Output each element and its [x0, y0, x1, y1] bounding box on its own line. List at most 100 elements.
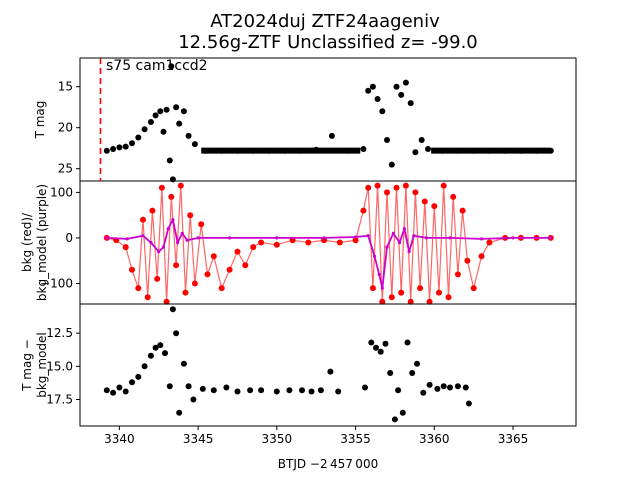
xtick-label: 3355 [340, 432, 371, 446]
middle-point [149, 240, 153, 245]
middle-point [129, 266, 135, 273]
bottom-point [440, 383, 447, 390]
bottom-point [335, 388, 342, 395]
middle-point [352, 237, 359, 244]
top-frame [79, 57, 577, 182]
middle-point [380, 286, 384, 290]
middle-point [135, 285, 142, 292]
middle-point [398, 240, 402, 245]
middle-point [379, 298, 386, 305]
bottom-point [420, 389, 427, 396]
bottom-point [180, 360, 187, 367]
middle-point [144, 294, 151, 301]
middle-point [478, 253, 485, 260]
bottom-point [110, 389, 117, 396]
bottom-point [141, 363, 148, 370]
middle-point [180, 231, 184, 235]
top-point [388, 161, 395, 168]
bottom-ytick-label: 15.0 [46, 359, 73, 373]
top-point [129, 140, 135, 147]
bottom-point [103, 387, 110, 394]
bottom-point [223, 384, 230, 391]
bottom-point [308, 388, 315, 395]
bottom-point [399, 409, 406, 416]
middle-point [470, 285, 477, 292]
panel-bottom: 12.5 15.0 17.5T mag −bkg_model [20, 303, 577, 427]
top-point [173, 104, 180, 111]
top-point [160, 128, 167, 135]
top-point [374, 96, 381, 102]
bottom-point [247, 387, 254, 394]
middle-point [440, 182, 447, 189]
middle-point [336, 239, 343, 246]
middle-point [549, 236, 553, 240]
top-point [393, 83, 400, 90]
middle-point [436, 289, 442, 296]
middle-point [412, 234, 416, 238]
bottom-point [373, 344, 379, 351]
top-point [157, 108, 164, 115]
top-ytick-label: 20 [58, 121, 73, 135]
bottom-point [286, 387, 293, 394]
middle-point [402, 227, 406, 231]
top-point [398, 91, 405, 98]
top-point [412, 149, 419, 156]
top-point [365, 87, 372, 94]
middle-ylabel: bkg (red)/bkg_model (purple) [20, 184, 49, 301]
middle-point [210, 253, 217, 260]
middle-point [122, 244, 129, 251]
bottom-point [404, 339, 411, 346]
middle-point [140, 216, 146, 223]
middle-point [173, 262, 180, 269]
middle-point [161, 245, 166, 249]
middle-point [445, 294, 452, 301]
middle-point [421, 198, 428, 205]
bottom-point [173, 330, 180, 337]
top-point [147, 119, 154, 125]
bottom-point [434, 385, 441, 392]
middle-point [369, 285, 376, 292]
middle-point [157, 250, 161, 254]
bottom-point [122, 388, 129, 395]
top-ytick-label: 15 [58, 80, 73, 94]
bottom-point [465, 400, 472, 407]
top-point [379, 108, 386, 115]
middle-point [374, 182, 381, 189]
bottom-point [135, 373, 142, 380]
middle-point [407, 298, 414, 305]
sector-annotation: s75 cam1ccd2 [106, 58, 208, 74]
middle-point [258, 239, 265, 246]
top-point [176, 120, 183, 127]
middle-point [479, 237, 484, 241]
middle-ytick-label: 0 [65, 231, 73, 245]
bottom-point [327, 368, 334, 375]
middle-point [511, 236, 515, 240]
bottom-point [210, 387, 217, 394]
middle-point [407, 250, 411, 254]
bottom-point [162, 350, 168, 357]
middle-point [168, 193, 175, 200]
middle-point [250, 244, 257, 251]
bottom-frame [79, 303, 577, 427]
middle-point [322, 236, 326, 240]
middle-point [372, 254, 377, 258]
top-point [116, 144, 123, 151]
middle-point [234, 248, 241, 255]
top-point [418, 137, 425, 143]
bottom-point [299, 387, 305, 394]
middle-point [424, 236, 428, 240]
middle-point [125, 237, 129, 241]
middle-series-0-line [106, 185, 551, 302]
bottom-point [362, 384, 368, 391]
middle-point [486, 239, 493, 246]
bottom-ylabel: T mag −bkg_model [20, 332, 49, 398]
x-axis: 3340 3345 3350 3355 3360 3365 [104, 426, 528, 446]
bottom-point [377, 348, 384, 355]
xtick-label: 3345 [183, 432, 214, 446]
top-point [369, 83, 376, 90]
middle-point [191, 280, 198, 287]
middle-point [177, 182, 184, 189]
xtick-label: 3350 [262, 432, 293, 446]
top-point [141, 126, 148, 133]
middle-point [226, 266, 233, 273]
